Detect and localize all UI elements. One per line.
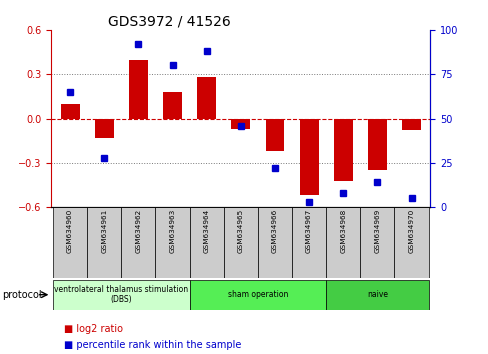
Bar: [367, 119, 386, 170]
Bar: [197, 77, 216, 119]
Bar: [325, 207, 360, 278]
Text: ■ percentile rank within the sample: ■ percentile rank within the sample: [63, 340, 241, 350]
Bar: [121, 207, 155, 278]
Bar: [231, 119, 250, 129]
Bar: [129, 59, 147, 119]
Bar: [333, 119, 352, 181]
Bar: [189, 280, 325, 310]
Bar: [257, 207, 291, 278]
Bar: [53, 280, 189, 310]
Text: GSM634960: GSM634960: [67, 209, 73, 253]
Text: ■ log2 ratio: ■ log2 ratio: [63, 324, 122, 334]
Text: GSM634969: GSM634969: [374, 209, 380, 253]
Bar: [87, 207, 121, 278]
Bar: [61, 104, 80, 119]
Bar: [189, 207, 224, 278]
Bar: [401, 119, 420, 130]
Text: GSM634967: GSM634967: [305, 209, 311, 253]
Bar: [394, 207, 428, 278]
Text: GSM634961: GSM634961: [101, 209, 107, 253]
Bar: [265, 119, 284, 151]
Text: GSM634965: GSM634965: [237, 209, 244, 253]
Bar: [224, 207, 257, 278]
Text: sham operation: sham operation: [227, 290, 287, 299]
Text: GSM634963: GSM634963: [169, 209, 175, 253]
Bar: [291, 207, 325, 278]
Bar: [95, 119, 113, 138]
Text: GSM634966: GSM634966: [271, 209, 277, 253]
Bar: [163, 92, 182, 119]
Bar: [325, 280, 428, 310]
Bar: [53, 207, 87, 278]
Text: protocol: protocol: [2, 290, 42, 300]
Text: ventrolateral thalamus stimulation
(DBS): ventrolateral thalamus stimulation (DBS): [54, 285, 188, 304]
Text: naive: naive: [366, 290, 387, 299]
Text: GSM634968: GSM634968: [340, 209, 346, 253]
Bar: [299, 119, 318, 195]
Text: GDS3972 / 41526: GDS3972 / 41526: [108, 15, 230, 29]
Text: GSM634964: GSM634964: [203, 209, 209, 253]
Bar: [360, 207, 394, 278]
Text: GSM634962: GSM634962: [135, 209, 141, 253]
Bar: [155, 207, 189, 278]
Text: GSM634970: GSM634970: [407, 209, 414, 253]
